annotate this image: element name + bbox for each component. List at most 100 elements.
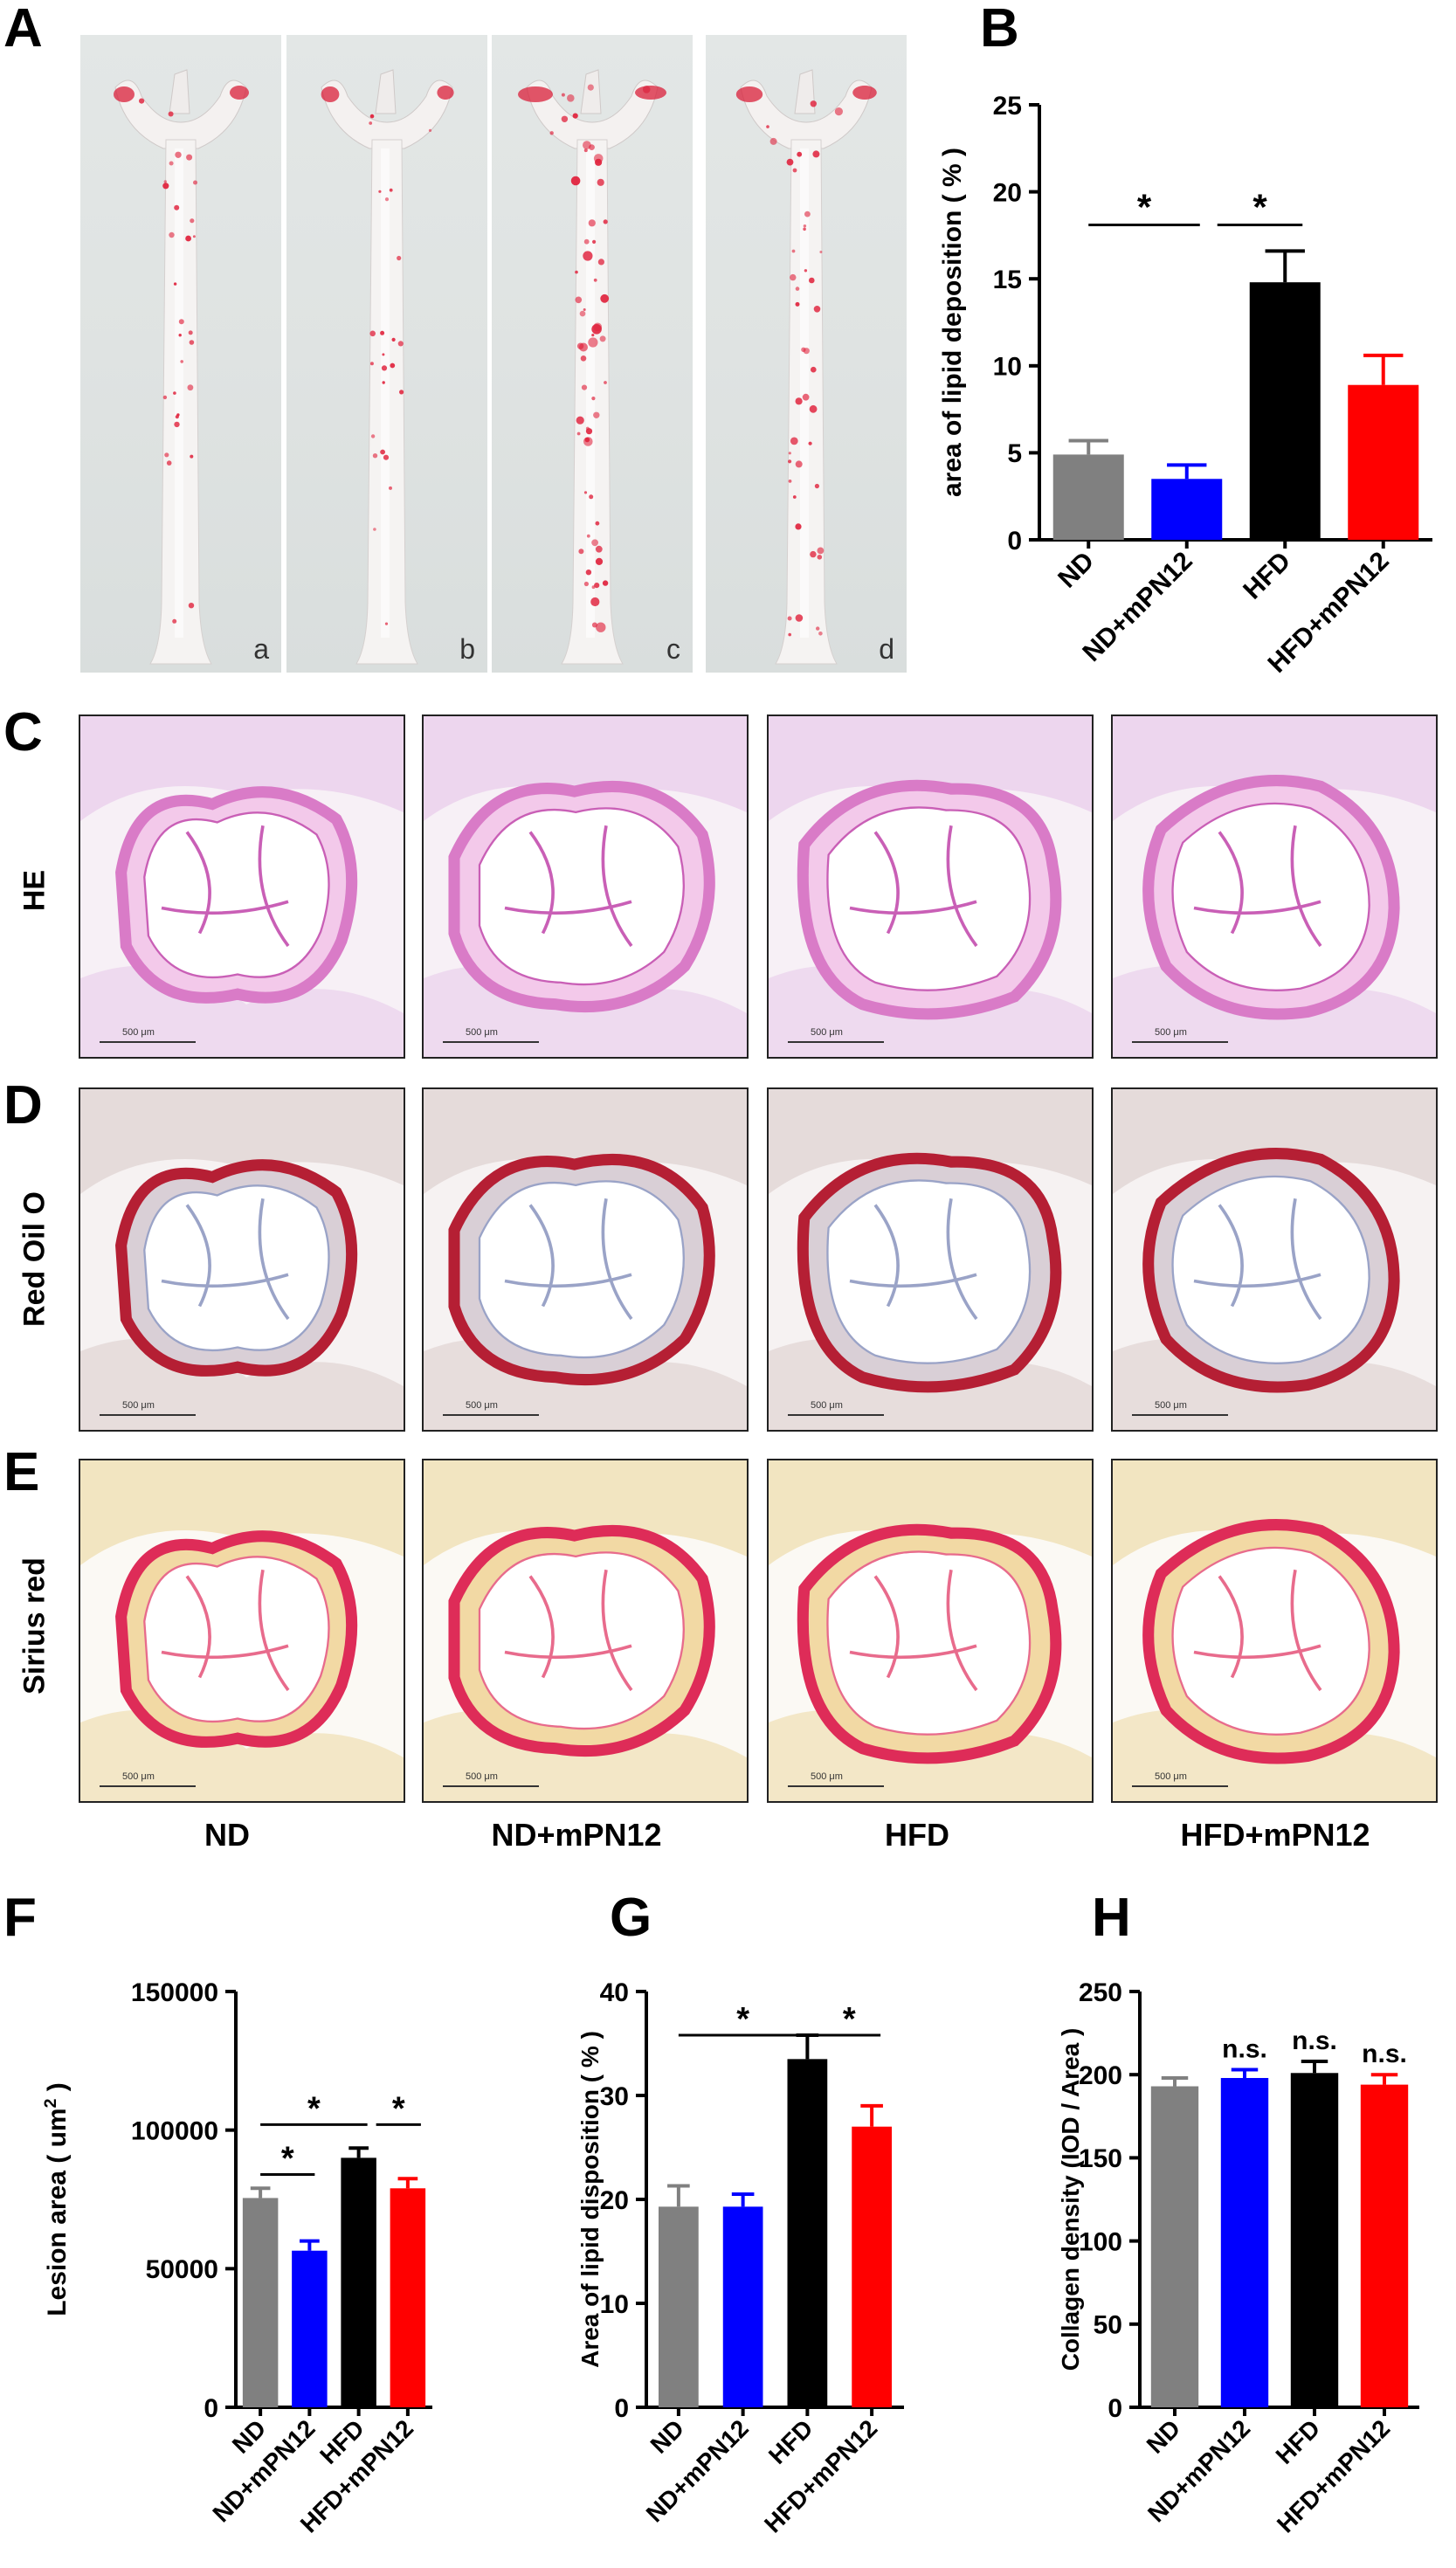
tissue-section [80,716,404,1057]
aorta-photo: d [706,35,907,673]
scale-bar [1132,1034,1228,1043]
scale-bar [1132,1778,1228,1787]
bar [1151,479,1223,540]
scale-bar [788,1778,884,1787]
y-tick-label: 15 [993,266,1022,294]
y-axis-label: Lesion area ( um2 ) [41,2082,72,2316]
sirius-red-micrograph: 500 μm [1111,1459,1438,1803]
panel-label-a: A [3,0,43,59]
bar [722,2206,763,2407]
scale-bar-label: 500 μm [1155,1400,1187,1411]
scale-bar [100,1407,196,1416]
aorta-specimen [518,69,666,665]
bar [341,2157,376,2407]
he-micrograph: 500 μm [1111,714,1438,1059]
significance-label: n.s. [1362,2040,1407,2068]
tissue-section [769,1460,1092,1801]
y-tick-label: 10 [993,353,1022,382]
scale-bar [100,1034,196,1043]
scale-bar-label: 500 μm [1155,1771,1187,1782]
he-micrograph: 500 μm [79,714,405,1059]
tissue-section [1113,1460,1436,1801]
bar [1150,2086,1199,2407]
tissue-section [80,1460,404,1801]
aorta-specimen [114,69,249,665]
row-label-red-oil-o: Red Oil O [17,1191,52,1327]
significance-label: * [281,2140,294,2177]
panel-label-e: E [3,1442,40,1502]
aorta-photo: b [286,35,487,673]
aorta-specimen [735,69,877,665]
scale-bar-label: 500 μm [466,1771,498,1782]
scale-bar-label: 500 μm [122,1027,155,1038]
he-micrograph: 500 μm [767,714,1094,1059]
y-tick-label: 50 [1094,2311,1122,2340]
x-tick-label: HFD [763,2414,818,2469]
scale-bar-label: 500 μm [1155,1027,1187,1038]
aorta-photo: a [80,35,281,673]
y-tick-label: 0 [614,2394,629,2423]
scale-bar [443,1778,539,1787]
y-tick-label: 250 [1079,1978,1122,2007]
he-micrograph: 500 μm [422,714,749,1059]
x-tick-label: ND [1142,2414,1186,2459]
panel-label-f: F [3,1888,37,1948]
bar [1249,282,1321,540]
y-tick-label: 0 [1007,527,1022,556]
significance-label: * [392,2090,405,2127]
bar [1290,2073,1339,2407]
chart-f-lesion-area: 050000100000150000NDND+mPN12HFDHFD+mPN12… [41,1978,432,2538]
y-tick-label: 200 [1079,2061,1122,2090]
tissue-section [1113,716,1436,1057]
bar [292,2250,328,2407]
bar [659,2206,699,2407]
significance-label: n.s. [1222,2034,1267,2063]
bar [242,2198,279,2407]
aorta-specimen [321,69,454,665]
x-tick-label: HFD [1271,2414,1326,2469]
y-tick-label: 0 [204,2394,218,2423]
y-tick-label: 50000 [146,2255,218,2284]
y-tick-label: 150000 [131,1978,218,2007]
photo-letter: c [666,633,680,665]
scale-bar-label: 500 μm [811,1027,843,1038]
significance-label: * [307,2090,321,2127]
scale-bar-label: 500 μm [466,1027,498,1038]
y-tick-label: 5 [1007,439,1022,468]
significance-label: n.s. [1292,2026,1337,2055]
significance-label: * [1137,186,1152,227]
bar [1220,2078,1269,2407]
photo-letter: a [253,633,269,665]
panel-label-b: B [980,0,1019,59]
column-label-hfd: HFD [885,1817,949,1853]
x-tick-label: ND [1052,547,1100,594]
scale-bar [1132,1407,1228,1416]
red-oil-o-micrograph: 500 μm [79,1087,405,1432]
y-tick-label: 100000 [131,2116,218,2145]
bar [852,2126,892,2407]
y-tick-label: 20 [993,178,1022,207]
column-label-nd: ND [204,1817,250,1853]
bar [787,2059,828,2407]
sirius-red-micrograph: 500 μm [79,1459,405,1803]
scale-bar [443,1034,539,1043]
scale-bar-label: 500 μm [811,1771,843,1782]
y-axis-label: Collagen density (IOD / Area ) [1057,2028,1084,2371]
scale-bar-label: 500 μm [122,1400,155,1411]
tissue-section [424,716,747,1057]
tissue-section [424,1089,747,1430]
x-tick-label: HFD+mPN12 [759,2414,882,2537]
y-tick-label: 25 [993,92,1022,121]
panel-label-g: G [610,1888,652,1948]
y-axis-label: area of lipid deposition ( % ) [938,148,967,497]
significance-label: * [1252,186,1267,227]
panel-label-d: D [3,1075,43,1136]
significance-label: * [843,2001,856,2038]
scale-bar [788,1407,884,1416]
scale-bar [788,1034,884,1043]
bar [390,2188,426,2407]
y-axis-label: Area of lipid disposition ( % ) [576,2031,604,2368]
row-label-sirius-red: Sirius red [17,1557,52,1695]
